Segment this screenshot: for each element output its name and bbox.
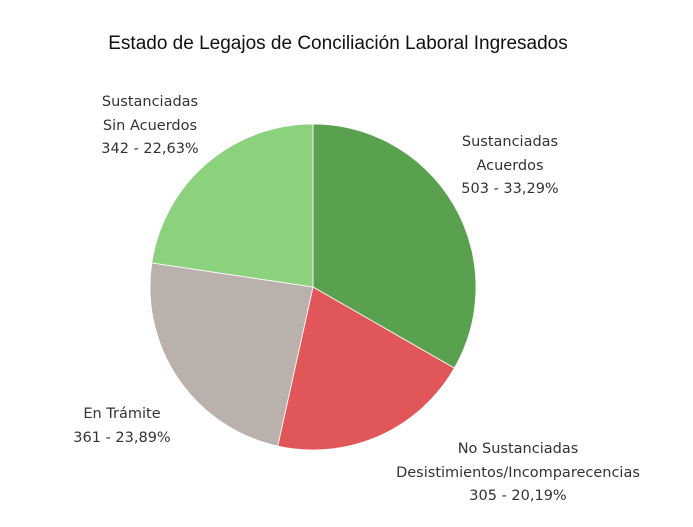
label-line: Sin Acuerdos (102, 117, 198, 134)
pie-slice-2 (149, 262, 314, 447)
label-value: 361 - 23,89% (73, 429, 171, 446)
label-line: No Sustanciadas (457, 441, 579, 457)
pie-slice-0 (312, 123, 477, 369)
label-line: Sustanciadas (461, 134, 559, 150)
label-en-tramite: En Trámite 361 - 23,89% (73, 403, 170, 450)
label-no-sustanciadas: No Sustanciadas Desistimientos/Incompare… (396, 438, 640, 509)
label-line: Desistimientos/Incomparecencias (396, 464, 640, 481)
label-value: 305 - 20,19% (469, 488, 567, 504)
label-value: 342 - 22,63% (101, 141, 199, 157)
label-line: En Trámite (83, 406, 161, 422)
label-value: 503 - 33,29% (461, 181, 559, 197)
pie-slice-1 (277, 286, 455, 451)
chart-title: Estado de Legajos de Conciliación Labora… (108, 33, 568, 54)
pie-slice-3 (151, 123, 314, 288)
label-sin-acuerdos: Sustanciadas Sin Acuerdos 342 - 22,63% (101, 91, 198, 162)
label-acuerdos: Sustanciadas Acuerdos 503 - 33,29% (461, 131, 558, 202)
label-line: Sustanciadas (101, 94, 199, 110)
label-line: Acuerdos (476, 157, 544, 174)
